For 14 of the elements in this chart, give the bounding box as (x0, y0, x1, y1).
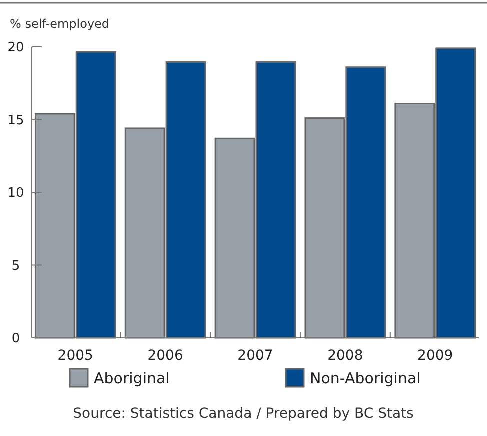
source-note: Source: Statistics Canada / Prepared by BC Stats (73, 406, 414, 422)
y-tick-label: 15 (8, 113, 24, 128)
y-tick-label: 5 (12, 258, 20, 274)
x-tick-label: 2008 (328, 348, 364, 364)
x-tick-label: 2007 (238, 348, 274, 364)
x-tick-label: 2006 (148, 348, 184, 364)
x-tick-label: 2005 (58, 348, 94, 364)
y-axis-title: % self-employed (10, 17, 110, 31)
x-tick-label: 2009 (418, 348, 454, 364)
legend-label: Non-Aboriginal (310, 369, 421, 388)
y-tick-label: 10 (8, 186, 24, 202)
legend-label: Aboriginal (94, 369, 170, 388)
y-tick-label: 0 (12, 332, 20, 347)
y-tick-label: 20 (8, 40, 24, 56)
